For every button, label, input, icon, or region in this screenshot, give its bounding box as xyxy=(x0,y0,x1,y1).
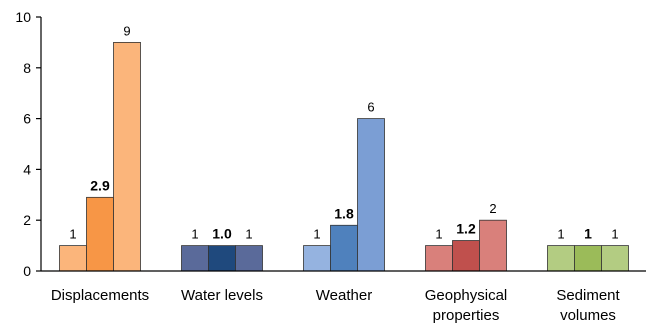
data-label: 1.0 xyxy=(212,226,232,242)
data-labels: 1 2.9 9 1 1.0 1 1 1.8 6 1 1.2 2 1 1 1 xyxy=(69,23,618,241)
bar xyxy=(59,245,87,272)
bar xyxy=(303,245,331,272)
category-label: Water levels xyxy=(181,287,263,304)
data-label: 1 xyxy=(557,227,564,242)
bar xyxy=(235,245,263,272)
bar xyxy=(574,245,602,272)
bar xyxy=(479,219,507,272)
bars xyxy=(59,42,629,272)
category-label: Geophysical xyxy=(425,287,508,304)
category-label: volumes xyxy=(560,307,616,323)
category-label: Sediment xyxy=(556,287,620,304)
bar xyxy=(452,240,480,272)
y-tick-label: 6 xyxy=(23,111,31,127)
bar xyxy=(113,42,141,272)
data-label: 1 xyxy=(435,227,442,242)
y-tick-label: 2 xyxy=(23,212,31,228)
data-label: 1.2 xyxy=(456,221,476,237)
category-label: Displacements xyxy=(51,287,149,304)
bar xyxy=(86,196,114,272)
bar xyxy=(330,224,358,272)
data-label: 2.9 xyxy=(90,177,110,193)
bar xyxy=(208,245,236,272)
category-label: Weather xyxy=(316,287,372,304)
y-tick-label: 8 xyxy=(23,60,31,76)
data-label: 1 xyxy=(245,227,252,242)
data-label: 6 xyxy=(367,100,374,115)
data-label: 1 xyxy=(191,227,198,242)
y-tick-label: 10 xyxy=(15,9,31,25)
y-axis-ticks: 0 2 4 6 8 10 xyxy=(15,9,41,279)
data-label: 2 xyxy=(489,201,496,216)
bar xyxy=(357,118,385,272)
data-label: 9 xyxy=(123,23,130,38)
y-tick-label: 4 xyxy=(23,161,31,177)
bar xyxy=(425,245,453,272)
data-label: 1 xyxy=(584,226,592,242)
data-label: 1 xyxy=(313,227,320,242)
data-label: 1.8 xyxy=(334,205,354,221)
bar xyxy=(181,245,209,272)
bar xyxy=(547,245,575,272)
data-label: 1 xyxy=(611,227,618,242)
category-labels: Displacements Water levels Weather Geophysi… xyxy=(51,287,621,323)
category-label: properties xyxy=(433,307,500,323)
y-tick-label: 0 xyxy=(23,263,31,279)
bar xyxy=(601,245,629,272)
data-label: 1 xyxy=(69,227,76,242)
